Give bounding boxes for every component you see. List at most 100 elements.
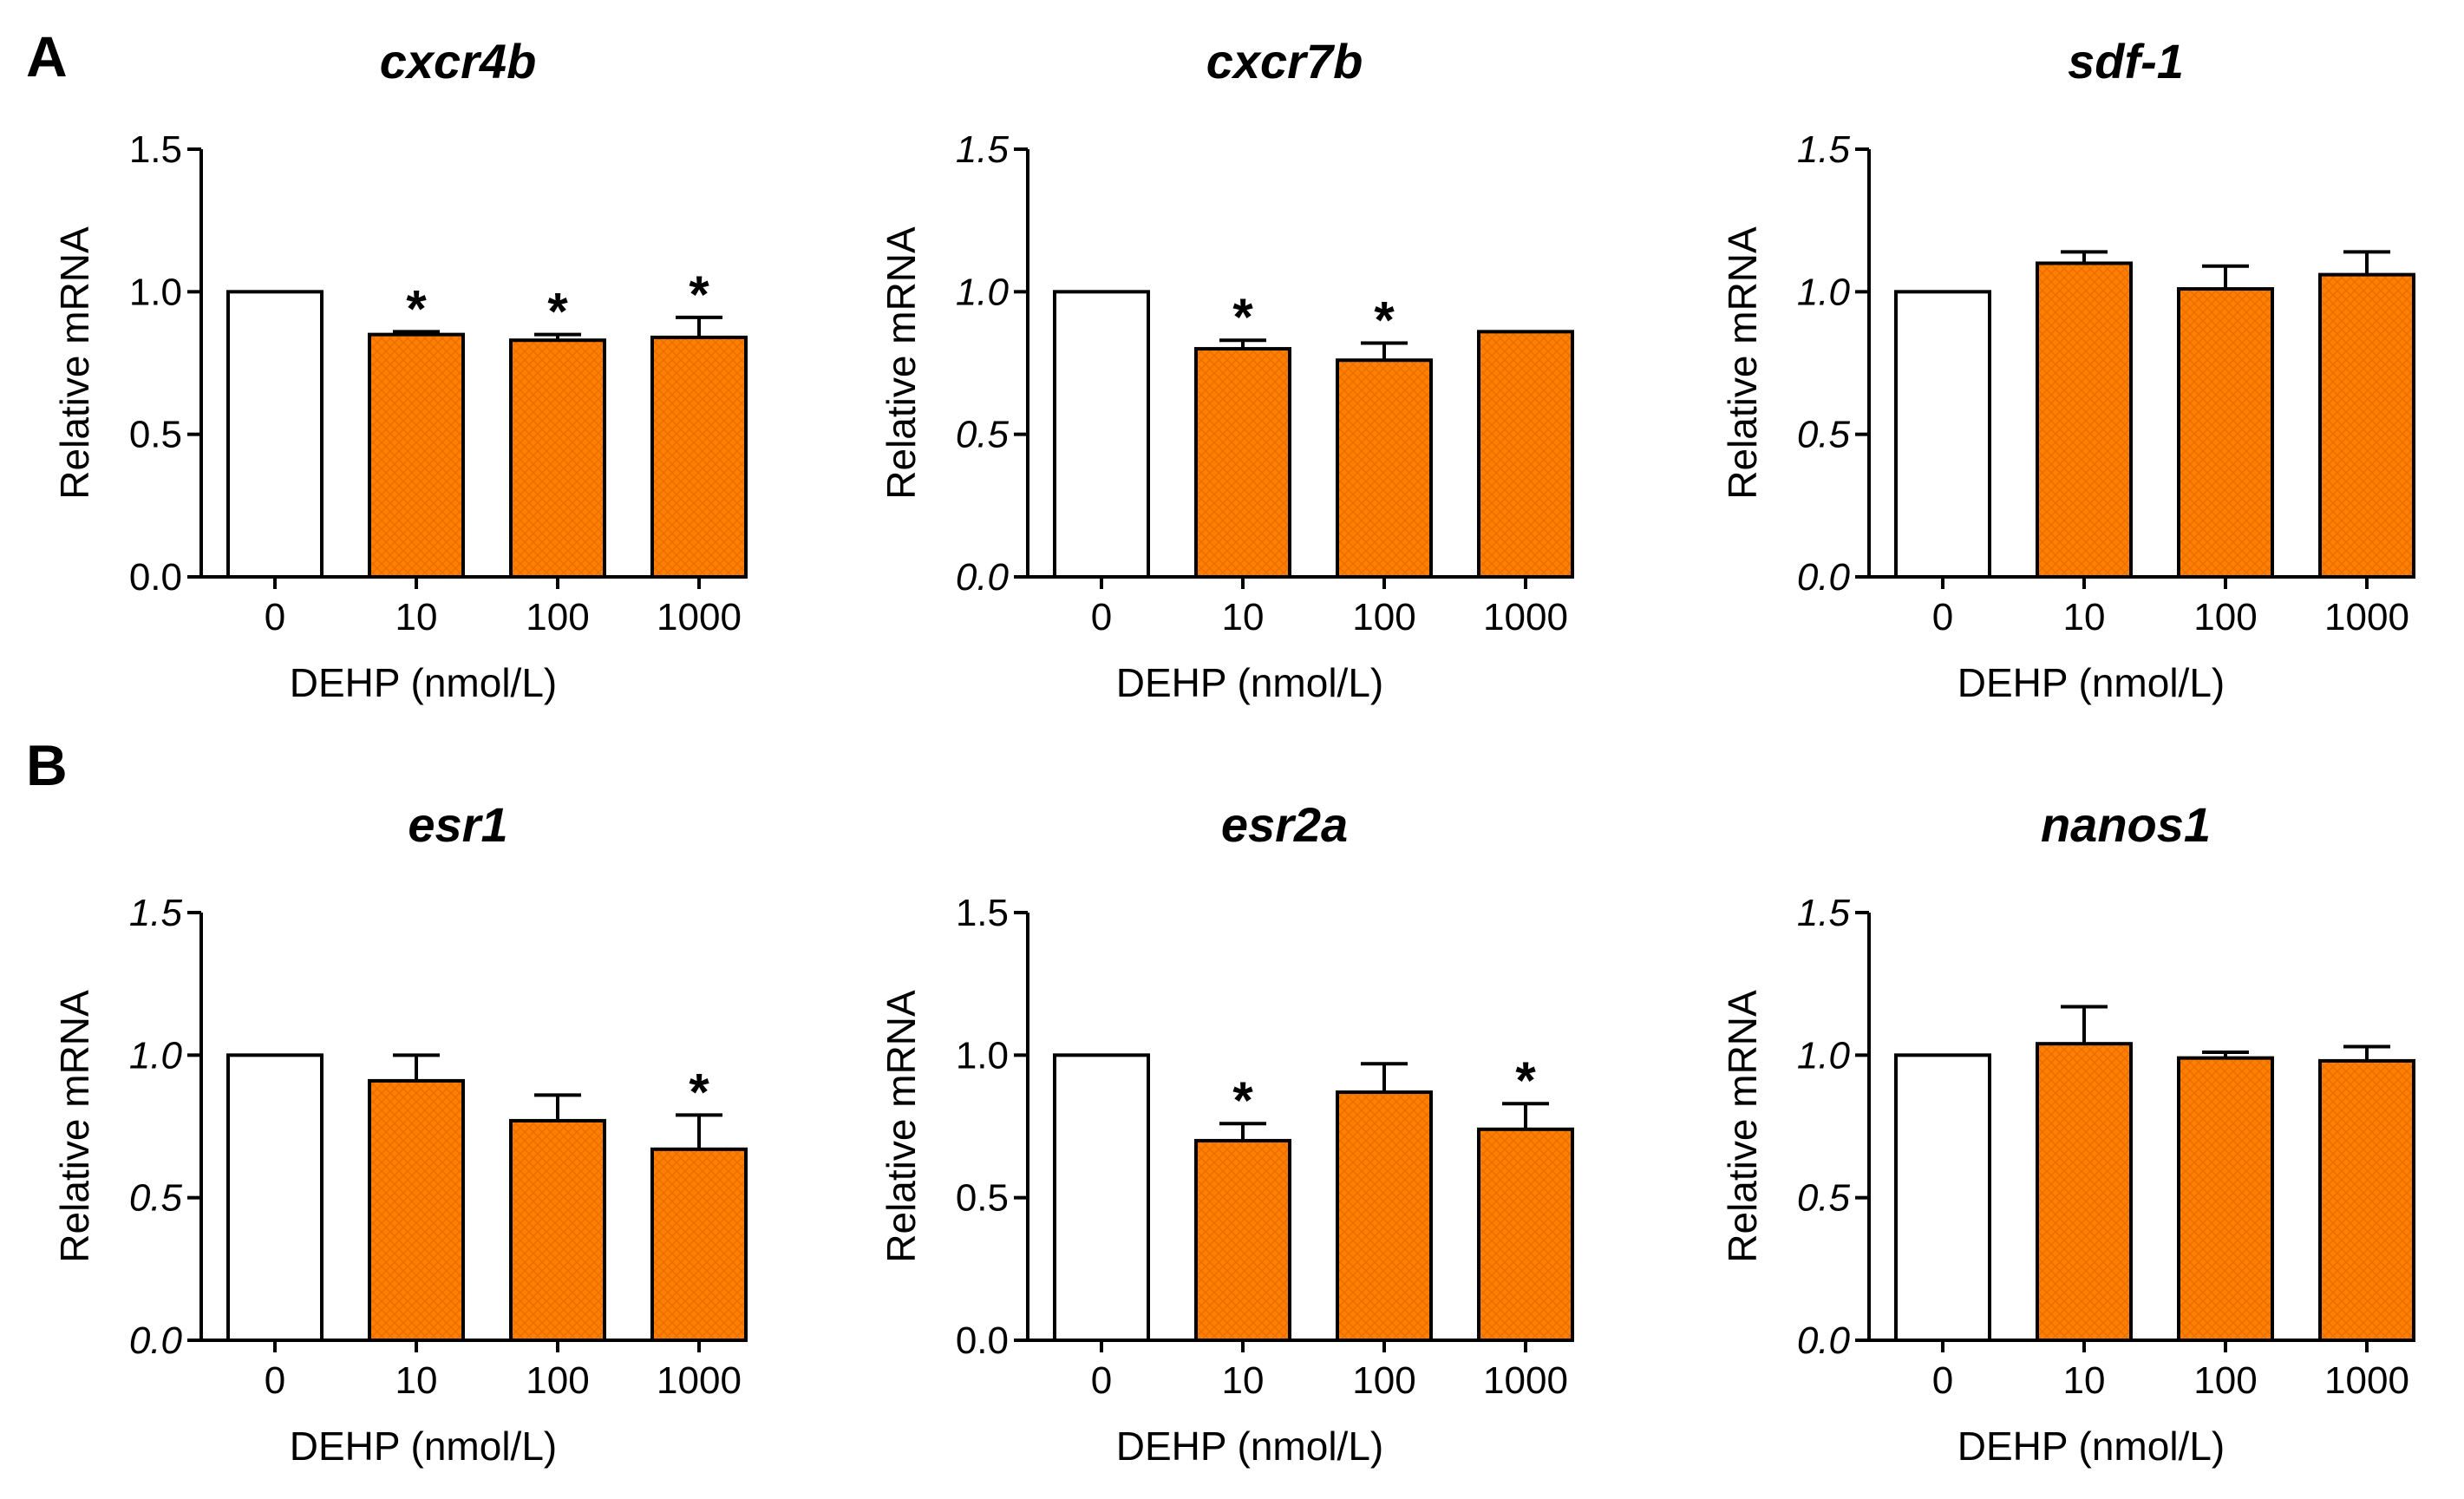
bar-0 [1894, 290, 1991, 579]
x-tick-label: 1000 [2324, 1359, 2409, 1402]
chart-title: esr1 [408, 797, 507, 852]
x-tick-label: 10 [1222, 596, 1265, 638]
chart-cxcr7b: cxcr7b 0.0 0.5 1.0 1.5 Relative mRNA 0 * 10 * 100 1… [879, 34, 1574, 705]
chart-title: cxcr7b [1206, 34, 1363, 88]
bar-100 [2177, 287, 2274, 579]
bar-10 [1194, 347, 1291, 579]
x-tick-label: 100 [526, 596, 589, 638]
y-tick-label: 0.0 [1797, 1319, 1851, 1362]
bar-0 [226, 1053, 324, 1343]
significance-star: * [1515, 1051, 1536, 1110]
x-tick-label: 100 [1352, 596, 1415, 638]
y-tick-label: 1.0 [956, 1034, 1009, 1077]
x-axis-label: DEHP (nmol/L) [1116, 1424, 1383, 1469]
panel-label-b: B [26, 733, 68, 797]
x-tick-label: 10 [1222, 1359, 1265, 1402]
significance-star: * [547, 283, 568, 341]
x-axis-label: DEHP (nmol/L) [1957, 1424, 2225, 1469]
y-tick-label: 0.5 [1797, 1177, 1851, 1220]
significance-star: * [1232, 1071, 1253, 1129]
x-tick-label: 10 [2063, 596, 2106, 638]
y-axis-label: Relative mRNA [52, 990, 97, 1263]
bar-10 [2036, 261, 2133, 579]
bar-0 [1053, 1053, 1150, 1343]
y-axis-label: Relative mRNA [879, 990, 924, 1263]
bar-1000 [2318, 272, 2415, 579]
x-tick-label: 0 [1932, 596, 1953, 638]
y-tick-label: 1.0 [1797, 271, 1851, 313]
x-tick-label: 100 [2193, 596, 2257, 638]
significance-star: * [1374, 291, 1395, 349]
x-axis-label: DEHP (nmol/L) [1957, 660, 2225, 705]
x-tick-label: 0 [265, 596, 285, 638]
significance-star: * [689, 265, 709, 324]
x-tick-label: 0 [1091, 1359, 1112, 1402]
y-tick-label: 0.0 [1797, 556, 1851, 599]
significance-star: * [1232, 288, 1253, 346]
y-axis-label: Relative mRNA [1720, 990, 1765, 1263]
y-tick-label: 0.0 [129, 1319, 183, 1362]
chart-title: nanos1 [2041, 797, 2211, 852]
chart-title: cxcr4b [380, 34, 537, 88]
y-tick-label: 1.0 [1797, 1034, 1851, 1077]
bar-1000 [650, 1147, 748, 1342]
y-tick-label: 0.5 [129, 1177, 183, 1220]
bar-100 [2177, 1056, 2274, 1342]
y-tick-label: 1.5 [1797, 892, 1851, 934]
bar-0 [1894, 1053, 1991, 1343]
y-tick-label: 0.5 [129, 414, 182, 456]
x-tick-label: 1000 [1483, 1359, 1568, 1402]
x-tick-label: 10 [2063, 1359, 2106, 1402]
y-tick-label: 0.5 [956, 414, 1010, 456]
bar-1000 [1477, 330, 1574, 579]
chart-esr1: esr1 0.0 0.5 1.0 1.5 Relative mRNA 0 10 100 * 1000… [52, 797, 748, 1469]
significance-star: * [689, 1063, 709, 1121]
y-tick-label: 1.0 [129, 271, 182, 313]
x-tick-label: 1000 [2324, 596, 2409, 638]
bar-1000 [650, 335, 748, 579]
bar-100 [509, 1118, 606, 1342]
y-tick-label: 0.0 [956, 556, 1010, 599]
bar-100 [1336, 358, 1433, 579]
y-tick-label: 0.5 [1797, 414, 1851, 456]
bar-10 [368, 332, 465, 579]
y-tick-label: 1.5 [129, 892, 183, 934]
x-axis-label: DEHP (nmol/L) [290, 660, 557, 705]
bar-1000 [1477, 1127, 1574, 1342]
chart-title: esr2a [1221, 797, 1348, 852]
y-tick-label: 0.0 [956, 1319, 1009, 1362]
y-tick-label: 1.5 [129, 128, 182, 171]
y-axis-label: Relative mRNA [1720, 226, 1765, 500]
x-tick-label: 1000 [1483, 596, 1568, 638]
bar-0 [1053, 290, 1150, 579]
y-tick-label: 1.5 [956, 128, 1010, 171]
x-axis-label: DEHP (nmol/L) [290, 1424, 557, 1469]
y-tick-label: 1.5 [956, 892, 1009, 934]
x-tick-label: 0 [1932, 1359, 1953, 1402]
bar-10 [368, 1078, 465, 1342]
bar-100 [509, 338, 606, 579]
x-tick-label: 100 [2193, 1359, 2257, 1402]
y-tick-label: 1.0 [956, 271, 1010, 313]
y-axis-label: Relative mRNA [52, 226, 97, 500]
chart-nanos1: nanos1 0.0 0.5 1.0 1.5 Relative mRNA 0 10 100 100… [1720, 797, 2415, 1469]
bar-1000 [2318, 1058, 2415, 1342]
bar-100 [1336, 1090, 1433, 1343]
x-tick-label: 1000 [657, 1359, 742, 1402]
chart-esr2a: esr2a 0.0 0.5 1.0 1.5 Relative mRNA 0 * 10 100 * 10… [879, 797, 1574, 1469]
bar-10 [1194, 1138, 1291, 1343]
x-tick-label: 10 [395, 596, 438, 638]
significance-star: * [406, 279, 427, 337]
bar-10 [2036, 1042, 2133, 1342]
x-tick-label: 0 [265, 1359, 285, 1402]
y-axis-label: Relative mRNA [879, 226, 924, 500]
y-tick-label: 1.5 [1797, 128, 1851, 171]
x-tick-label: 0 [1091, 596, 1112, 638]
x-tick-label: 100 [526, 1359, 589, 1402]
y-tick-label: 0.5 [956, 1177, 1009, 1220]
chart-sdf-1: sdf-1 0.0 0.5 1.0 1.5 Relative mRNA 0 10 100 1000… [1720, 34, 2415, 705]
panel-label-a: A [26, 24, 68, 88]
x-axis-label: DEHP (nmol/L) [1116, 660, 1383, 705]
